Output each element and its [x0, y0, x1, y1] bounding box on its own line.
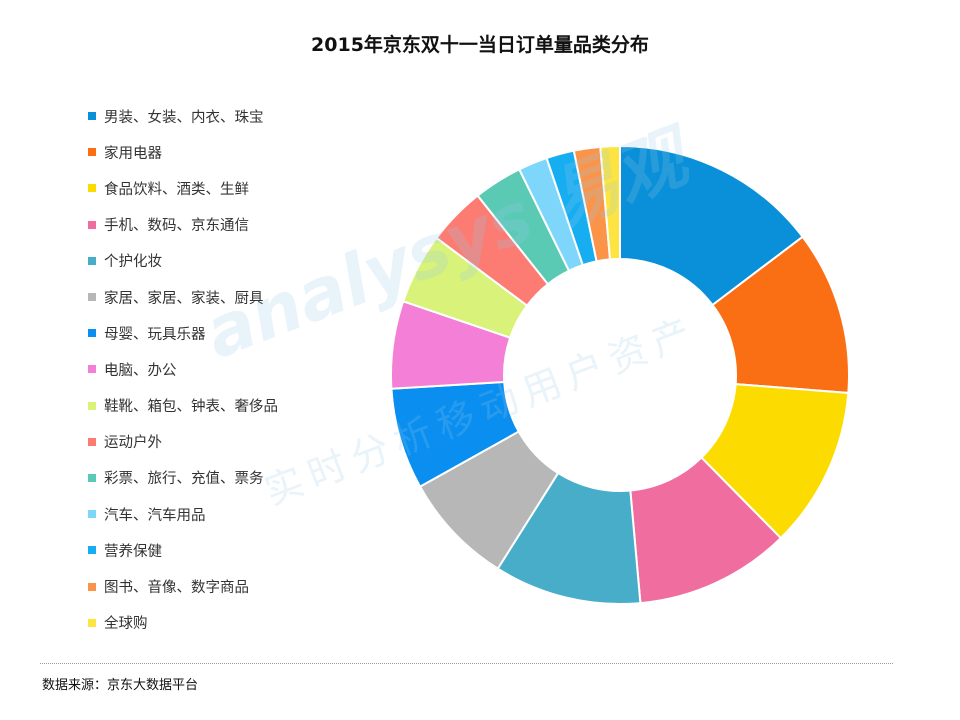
legend-swatch — [88, 365, 96, 374]
legend-swatch — [88, 256, 96, 265]
legend-swatch — [88, 184, 96, 193]
legend-item: 个护化妆 — [88, 243, 278, 279]
legend-swatch — [88, 618, 96, 627]
legend-swatch — [88, 329, 96, 338]
legend-swatch — [88, 510, 96, 519]
legend-label: 男装、女装、内衣、珠宝 — [104, 109, 264, 126]
legend-item: 营养保健 — [88, 532, 278, 568]
legend-item: 鞋靴、箱包、钟表、奢侈品 — [88, 388, 278, 424]
legend-swatch — [88, 401, 96, 410]
donut-slice — [599, 144, 621, 261]
legend-swatch — [88, 220, 96, 229]
legend-item: 电脑、办公 — [88, 351, 278, 387]
donut-slice — [619, 144, 805, 307]
legend-label: 食品饮料、酒类、生鲜 — [104, 181, 249, 198]
legend-swatch — [88, 293, 96, 302]
legend-label: 营养保健 — [104, 543, 162, 560]
legend-swatch — [88, 582, 96, 591]
legend-swatch — [88, 473, 96, 482]
legend-label: 全球购 — [104, 616, 148, 633]
legend-item: 全球购 — [88, 605, 278, 641]
data-source: 数据来源：京东大数据平台 — [42, 678, 199, 693]
legend-label: 家用电器 — [104, 145, 162, 162]
legend-item: 家用电器 — [88, 134, 278, 170]
legend-swatch — [88, 546, 96, 555]
legend-label: 图书、音像、数字商品 — [104, 580, 249, 597]
legend-label: 彩票、旅行、充值、票务 — [104, 471, 264, 488]
legend-label: 鞋靴、箱包、钟表、奢侈品 — [104, 399, 278, 416]
source-divider — [40, 663, 893, 664]
legend: 男装、女装、内衣、珠宝 家用电器食品饮料、酒类、生鲜 手机、数码、京东通信 个护化妆家… — [88, 98, 278, 641]
legend-item: 食品饮料、酒类、生鲜 — [88, 170, 278, 206]
legend-item: 家居、家居、家装、厨具 — [88, 279, 278, 315]
legend-label: 电脑、办公 — [104, 362, 177, 379]
legend-label: 汽车、汽车用品 — [104, 507, 206, 524]
legend-label: 手机、数码、京东通信 — [104, 218, 249, 235]
legend-item: 运动户外 — [88, 424, 278, 460]
legend-item: 汽车、汽车用品 — [88, 496, 278, 532]
legend-label: 个护化妆 — [104, 254, 162, 271]
legend-label: 运动户外 — [104, 435, 162, 452]
chart-title: 2015年京东双十一当日订单量品类分布 — [311, 34, 649, 56]
legend-item: 男装、女装、内衣、珠宝 — [88, 98, 278, 134]
legend-item: 图书、音像、数字商品 — [88, 568, 278, 604]
legend-swatch — [88, 148, 96, 157]
legend-swatch — [88, 437, 96, 446]
legend-item: 手机、数码、京东通信 — [88, 207, 278, 243]
legend-label: 家居、家居、家装、厨具 — [104, 290, 264, 307]
legend-item: 彩票、旅行、充值、票务 — [88, 460, 278, 496]
legend-label: 母婴、玩具乐器 — [104, 326, 206, 343]
legend-swatch — [88, 112, 96, 121]
legend-item: 母婴、玩具乐器 — [88, 315, 278, 351]
